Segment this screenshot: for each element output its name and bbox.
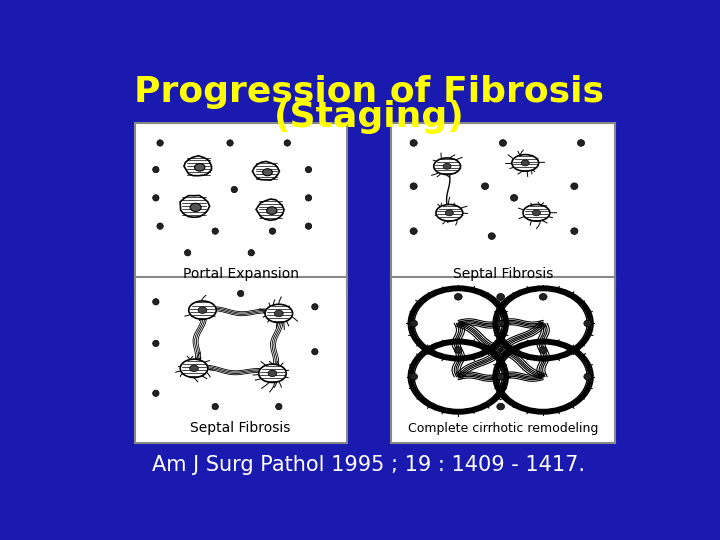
Ellipse shape bbox=[410, 373, 418, 380]
Text: Septal Fibrosis: Septal Fibrosis bbox=[191, 421, 291, 435]
Ellipse shape bbox=[227, 140, 233, 146]
Ellipse shape bbox=[269, 228, 276, 234]
Ellipse shape bbox=[497, 403, 505, 410]
Ellipse shape bbox=[266, 207, 277, 214]
Ellipse shape bbox=[510, 194, 518, 201]
Ellipse shape bbox=[153, 299, 159, 305]
Ellipse shape bbox=[231, 186, 238, 193]
Bar bbox=[135, 123, 346, 289]
Circle shape bbox=[532, 210, 541, 216]
Polygon shape bbox=[253, 161, 279, 180]
Polygon shape bbox=[180, 195, 210, 217]
Ellipse shape bbox=[238, 291, 244, 296]
Circle shape bbox=[198, 307, 207, 313]
Ellipse shape bbox=[312, 303, 318, 310]
Ellipse shape bbox=[194, 164, 205, 171]
Circle shape bbox=[446, 210, 454, 216]
Polygon shape bbox=[256, 199, 284, 220]
Ellipse shape bbox=[523, 205, 550, 221]
Ellipse shape bbox=[305, 195, 312, 201]
Ellipse shape bbox=[153, 340, 159, 347]
Circle shape bbox=[268, 370, 277, 376]
Ellipse shape bbox=[482, 183, 489, 190]
Ellipse shape bbox=[436, 205, 463, 221]
Circle shape bbox=[189, 365, 199, 372]
Ellipse shape bbox=[410, 183, 417, 190]
Circle shape bbox=[274, 310, 283, 317]
Circle shape bbox=[443, 163, 451, 169]
Ellipse shape bbox=[410, 140, 417, 146]
Ellipse shape bbox=[571, 183, 578, 190]
Ellipse shape bbox=[539, 347, 547, 353]
Text: (Staging): (Staging) bbox=[274, 100, 464, 134]
Ellipse shape bbox=[497, 293, 505, 300]
Bar bbox=[392, 123, 615, 289]
Bar bbox=[135, 277, 346, 443]
Ellipse shape bbox=[454, 347, 462, 353]
Ellipse shape bbox=[153, 195, 159, 201]
Ellipse shape bbox=[305, 223, 312, 230]
Ellipse shape bbox=[512, 154, 539, 171]
Ellipse shape bbox=[265, 305, 292, 322]
Ellipse shape bbox=[497, 320, 505, 327]
Ellipse shape bbox=[212, 403, 218, 410]
Ellipse shape bbox=[305, 166, 312, 173]
Ellipse shape bbox=[284, 140, 290, 146]
Ellipse shape bbox=[258, 364, 287, 382]
Ellipse shape bbox=[410, 228, 417, 234]
Text: Am J Surg Pathol 1995 ; 19 : 1409 - 1417.: Am J Surg Pathol 1995 ; 19 : 1409 - 1417… bbox=[153, 455, 585, 475]
Ellipse shape bbox=[312, 348, 318, 355]
Text: Portal Expansion: Portal Expansion bbox=[183, 267, 299, 281]
Ellipse shape bbox=[184, 249, 191, 256]
Ellipse shape bbox=[248, 249, 254, 256]
Ellipse shape bbox=[488, 233, 495, 239]
Ellipse shape bbox=[153, 390, 159, 396]
Ellipse shape bbox=[584, 373, 592, 380]
Text: Septal Fibrosis: Septal Fibrosis bbox=[453, 267, 553, 281]
Bar bbox=[392, 277, 615, 443]
Ellipse shape bbox=[180, 359, 208, 377]
Polygon shape bbox=[184, 156, 212, 176]
Ellipse shape bbox=[276, 403, 282, 410]
Ellipse shape bbox=[500, 140, 506, 146]
Ellipse shape bbox=[263, 168, 272, 176]
Text: Complete cirrhotic remodeling: Complete cirrhotic remodeling bbox=[408, 422, 598, 435]
Ellipse shape bbox=[189, 301, 216, 319]
Ellipse shape bbox=[157, 140, 163, 146]
Circle shape bbox=[521, 160, 529, 166]
Text: Progression of Fibrosis: Progression of Fibrosis bbox=[134, 75, 604, 109]
Ellipse shape bbox=[212, 228, 218, 234]
Ellipse shape bbox=[584, 320, 592, 327]
Ellipse shape bbox=[410, 320, 418, 327]
Ellipse shape bbox=[153, 166, 159, 173]
Ellipse shape bbox=[157, 223, 163, 230]
Ellipse shape bbox=[454, 293, 462, 300]
Ellipse shape bbox=[577, 140, 585, 146]
Ellipse shape bbox=[190, 203, 201, 212]
Ellipse shape bbox=[497, 373, 505, 380]
Ellipse shape bbox=[571, 228, 578, 234]
Ellipse shape bbox=[433, 158, 461, 174]
Ellipse shape bbox=[539, 293, 547, 300]
